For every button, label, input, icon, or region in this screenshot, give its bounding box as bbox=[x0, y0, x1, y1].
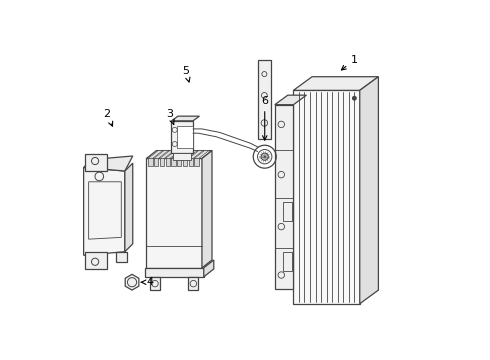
Polygon shape bbox=[172, 150, 186, 158]
Polygon shape bbox=[275, 95, 306, 105]
Polygon shape bbox=[258, 60, 271, 139]
Polygon shape bbox=[294, 77, 378, 90]
Polygon shape bbox=[154, 150, 169, 158]
Polygon shape bbox=[195, 150, 209, 158]
Polygon shape bbox=[275, 105, 294, 289]
Polygon shape bbox=[125, 274, 139, 290]
Bar bbox=[172, 158, 175, 166]
Polygon shape bbox=[116, 252, 126, 262]
Polygon shape bbox=[148, 150, 163, 158]
Polygon shape bbox=[160, 150, 174, 158]
Polygon shape bbox=[204, 260, 214, 277]
Text: 2: 2 bbox=[103, 109, 113, 126]
Bar bbox=[195, 158, 199, 166]
Polygon shape bbox=[360, 77, 378, 304]
Polygon shape bbox=[147, 158, 202, 268]
Circle shape bbox=[353, 96, 356, 100]
Polygon shape bbox=[172, 121, 193, 153]
Polygon shape bbox=[147, 150, 212, 158]
Polygon shape bbox=[177, 150, 192, 158]
Bar bbox=[189, 158, 193, 166]
Polygon shape bbox=[172, 116, 199, 121]
Polygon shape bbox=[189, 150, 203, 158]
Polygon shape bbox=[294, 90, 360, 304]
Polygon shape bbox=[173, 153, 191, 160]
Bar bbox=[166, 158, 170, 166]
Polygon shape bbox=[183, 150, 197, 158]
Text: 4: 4 bbox=[141, 277, 153, 287]
Bar bbox=[177, 158, 181, 166]
Polygon shape bbox=[85, 252, 107, 269]
Polygon shape bbox=[166, 150, 180, 158]
Polygon shape bbox=[188, 277, 198, 291]
Text: 5: 5 bbox=[182, 66, 190, 82]
Polygon shape bbox=[84, 156, 133, 171]
Polygon shape bbox=[176, 126, 193, 148]
Polygon shape bbox=[84, 167, 125, 255]
Bar bbox=[283, 202, 292, 221]
Bar bbox=[183, 158, 187, 166]
Text: 6: 6 bbox=[261, 96, 268, 140]
Polygon shape bbox=[202, 150, 212, 268]
Bar bbox=[154, 158, 158, 166]
Text: 1: 1 bbox=[342, 55, 358, 70]
Text: 3: 3 bbox=[166, 109, 174, 125]
Bar bbox=[160, 158, 164, 166]
Bar bbox=[148, 158, 152, 166]
Bar bbox=[283, 252, 292, 271]
Polygon shape bbox=[125, 163, 133, 252]
Polygon shape bbox=[150, 277, 160, 291]
Polygon shape bbox=[85, 154, 107, 171]
Polygon shape bbox=[145, 268, 204, 277]
